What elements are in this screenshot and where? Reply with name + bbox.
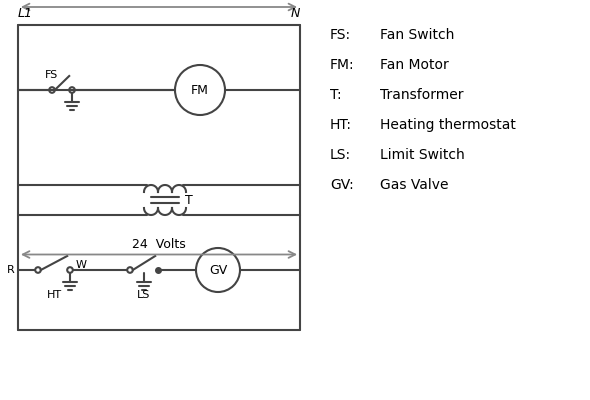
Text: Fan Motor: Fan Motor [380, 58, 449, 72]
Text: Limit Switch: Limit Switch [380, 148, 465, 162]
Text: GV:: GV: [330, 178, 354, 192]
Text: T: T [185, 194, 193, 206]
Text: R: R [7, 265, 15, 275]
Text: Transformer: Transformer [380, 88, 464, 102]
Text: Fan Switch: Fan Switch [380, 28, 454, 42]
Text: 120 Volts: 120 Volts [130, 0, 188, 3]
Text: HT:: HT: [330, 118, 352, 132]
Text: Gas Valve: Gas Valve [380, 178, 448, 192]
Text: 24  Volts: 24 Volts [132, 238, 186, 250]
Text: L1: L1 [18, 7, 33, 20]
Text: W: W [76, 260, 87, 270]
Text: FM:: FM: [330, 58, 355, 72]
Text: FS: FS [45, 70, 58, 80]
Text: HT: HT [47, 290, 61, 300]
Text: Heating thermostat: Heating thermostat [380, 118, 516, 132]
Text: FM: FM [191, 84, 209, 96]
Text: LS:: LS: [330, 148, 351, 162]
Text: N: N [291, 7, 300, 20]
Text: FS:: FS: [330, 28, 351, 42]
Text: LS: LS [137, 290, 150, 300]
Text: T:: T: [330, 88, 342, 102]
Text: GV: GV [209, 264, 227, 276]
